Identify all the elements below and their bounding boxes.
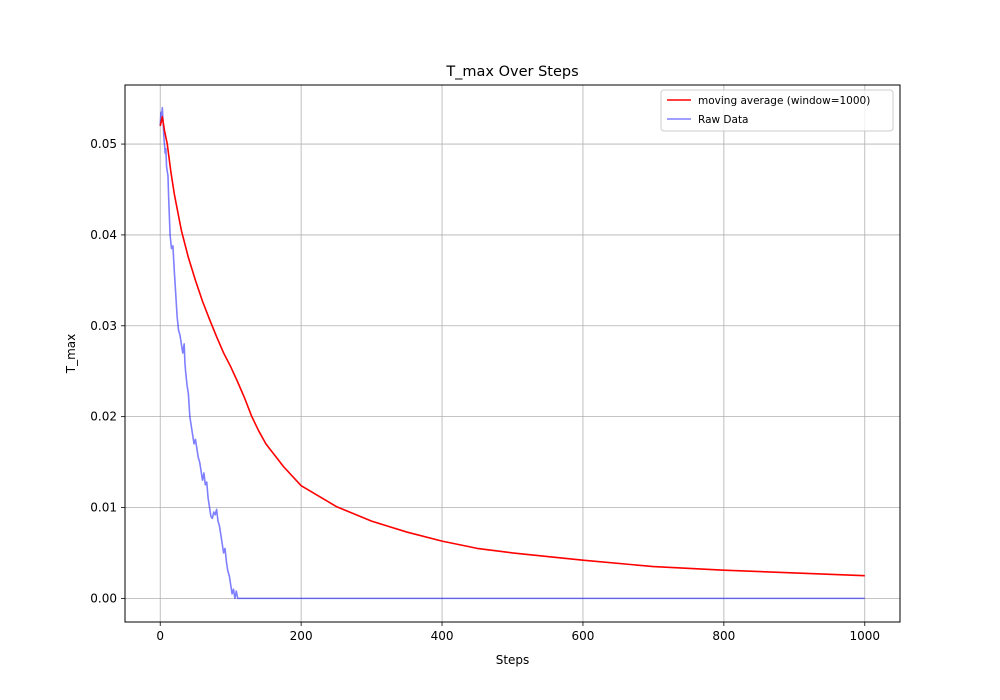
y-axis: 0.00 0.01 0.02 0.03 0.04 0.05	[90, 137, 125, 605]
x-tick-label: 1000	[849, 629, 880, 643]
series-line-moving-average	[159, 116, 865, 577]
legend-label: Raw Data	[698, 114, 749, 126]
series-layer	[159, 106, 865, 600]
y-tick-label: 0.00	[90, 591, 117, 605]
y-tick-label: 0.02	[90, 410, 117, 424]
chart-title: T_max Over Steps	[445, 64, 578, 80]
y-tick-label: 0.04	[90, 228, 117, 242]
y-axis-label: T_max	[64, 334, 78, 374]
series-line-raw-data	[159, 106, 865, 600]
legend-label: moving average (window=1000)	[698, 95, 870, 107]
legend: moving average (window=1000) Raw Data	[660, 89, 894, 132]
plot-frame	[124, 84, 901, 623]
y-tick-label: 0.03	[90, 319, 117, 333]
x-tick-label: 200	[290, 629, 313, 643]
x-tick-label: 600	[572, 629, 595, 643]
x-tick-label: 800	[712, 629, 735, 643]
x-axis: 0 200 400 600 800 1000	[156, 622, 880, 643]
grid	[125, 85, 900, 622]
x-tick-label: 0	[156, 629, 164, 643]
y-tick-label: 0.01	[90, 501, 117, 515]
x-axis-label: Steps	[496, 653, 530, 667]
legend-box	[660, 89, 894, 132]
x-tick-label: 400	[431, 629, 454, 643]
y-tick-label: 0.05	[90, 137, 117, 151]
